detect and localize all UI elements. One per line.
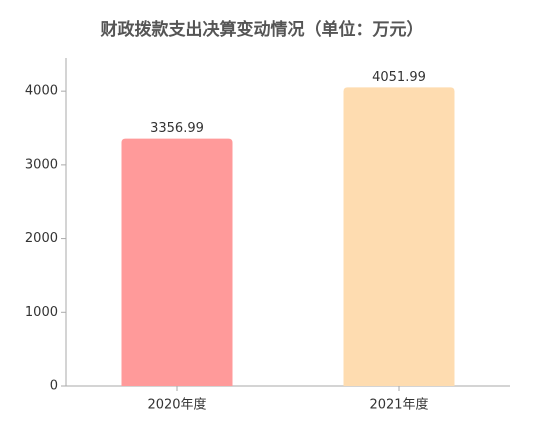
value-label: 3356.99 [150,121,204,136]
value-label: 4051.99 [372,70,426,85]
bar [121,138,233,386]
x-tick-label: 2020年度 [147,397,206,413]
y-tick-label: 3000 [25,157,58,172]
y-tick-label: 4000 [25,84,58,99]
y-tick-label: 0 [50,379,58,394]
x-tick-label: 2021年度 [369,397,428,413]
chart-title: 财政拨款支出决算变动情况（单位：万元） [100,19,424,40]
y-tick-label: 1000 [25,305,58,320]
bar [343,87,455,387]
y-tick-label: 2000 [25,231,58,246]
